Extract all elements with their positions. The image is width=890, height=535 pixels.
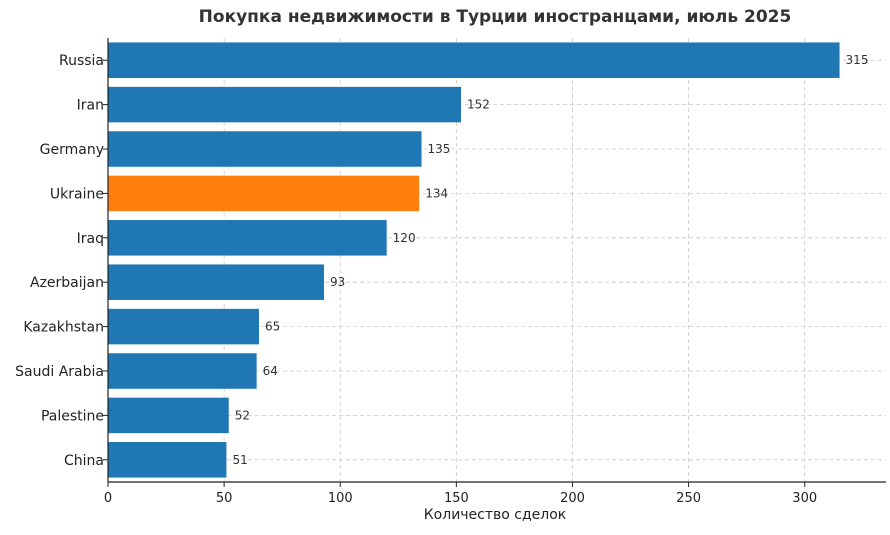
bar-china	[108, 442, 227, 478]
y-tick-label: Kazakhstan	[23, 320, 104, 336]
bar-kazakhstan	[108, 308, 259, 345]
x-tick-label: 0	[104, 491, 112, 506]
bar-iraq	[108, 220, 387, 256]
value-label: 315	[846, 53, 869, 67]
value-label: 52	[235, 408, 250, 422]
axes: 0 50 100 150 200 250 300 Russia Iran Germany Ukrai…	[15, 38, 886, 506]
value-label: 93	[330, 275, 345, 289]
bar-azerbaijan	[108, 264, 324, 300]
x-tick-label: 200	[560, 491, 585, 506]
y-tick-label: Saudi Arabia	[15, 364, 104, 380]
value-label: 120	[393, 231, 416, 245]
x-tick-label: 250	[676, 491, 701, 506]
bar-palestine	[108, 397, 229, 434]
chart-title: Покупка недвижимости в Турции иностранца…	[199, 7, 792, 27]
value-label: 152	[467, 98, 490, 112]
bar-saudi-arabia	[108, 353, 257, 389]
x-tick-label: 50	[216, 491, 233, 506]
x-tick-label: 300	[792, 491, 817, 506]
value-label: 135	[428, 142, 451, 156]
x-tick-label: 100	[328, 491, 353, 506]
bar-germany	[108, 131, 422, 167]
bar-russia	[108, 42, 840, 78]
bar-iran	[108, 86, 462, 123]
value-label: 51	[232, 453, 247, 467]
y-tick-label: Iraq	[77, 231, 104, 247]
y-tick-label: China	[64, 453, 104, 469]
x-tick-label: 150	[444, 491, 469, 506]
value-label: 134	[425, 186, 448, 200]
y-tick-label: Palestine	[41, 408, 104, 424]
bars: 315 152 135 134 120 93 65 64 52 51	[108, 42, 869, 478]
bar-ukraine	[108, 175, 420, 212]
y-tick-label: Germany	[40, 142, 104, 158]
value-label: 64	[263, 364, 278, 378]
value-label: 65	[265, 320, 280, 334]
y-tick-label: Ukraine	[50, 186, 104, 202]
y-tick-label: Iran	[77, 98, 104, 114]
y-tick-label: Russia	[59, 53, 104, 69]
y-tick-label: Azerbaijan	[30, 275, 104, 291]
x-axis-label: Количество сделок	[424, 507, 567, 523]
